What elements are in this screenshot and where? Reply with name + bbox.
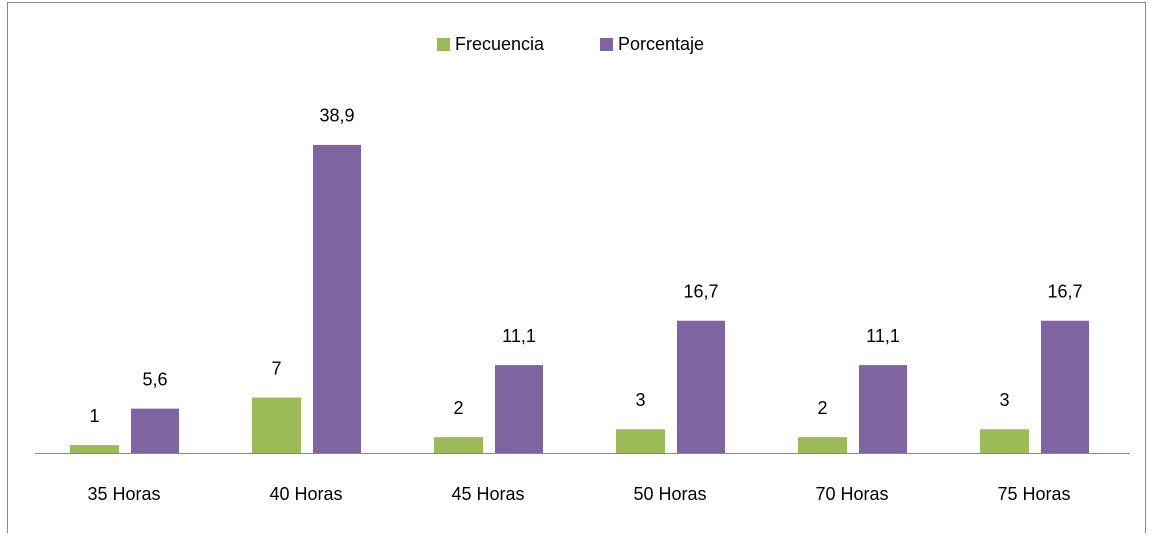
data-label: 11,1 <box>866 326 900 346</box>
x-tick-label: 40 Horas <box>269 484 342 504</box>
bar <box>313 144 361 454</box>
bar <box>495 365 543 453</box>
x-tick-label: 70 Horas <box>815 484 888 504</box>
x-tick-label: 75 Horas <box>997 484 1070 504</box>
data-label: 7 <box>271 358 281 378</box>
bar <box>131 408 179 453</box>
data-label: 2 <box>453 398 463 418</box>
legend-label: Frecuencia <box>455 34 545 54</box>
bar <box>859 365 907 453</box>
legend-swatch <box>600 38 613 51</box>
bar <box>616 429 665 453</box>
bar <box>70 445 119 453</box>
data-label: 2 <box>817 398 827 418</box>
bar <box>1041 320 1089 453</box>
legend-label: Porcentaje <box>618 34 704 54</box>
bar <box>434 437 483 453</box>
bar <box>980 429 1029 453</box>
x-tick-label: 45 Horas <box>451 484 524 504</box>
data-label: 16,7 <box>1047 281 1082 301</box>
bar <box>252 397 301 453</box>
chart-frame <box>7 2 1146 538</box>
data-label: 3 <box>999 390 1009 410</box>
legend-swatch <box>437 38 450 51</box>
bar <box>798 437 847 453</box>
x-tick-label: 50 Horas <box>633 484 706 504</box>
data-label: 5,6 <box>142 369 167 389</box>
data-label: 16,7 <box>683 281 718 301</box>
data-label: 38,9 <box>319 106 354 126</box>
bar <box>677 320 725 453</box>
data-label: 3 <box>635 390 645 410</box>
data-label: 1 <box>89 406 99 426</box>
x-tick-label: 35 Horas <box>87 484 160 504</box>
data-label: 11,1 <box>502 326 536 346</box>
